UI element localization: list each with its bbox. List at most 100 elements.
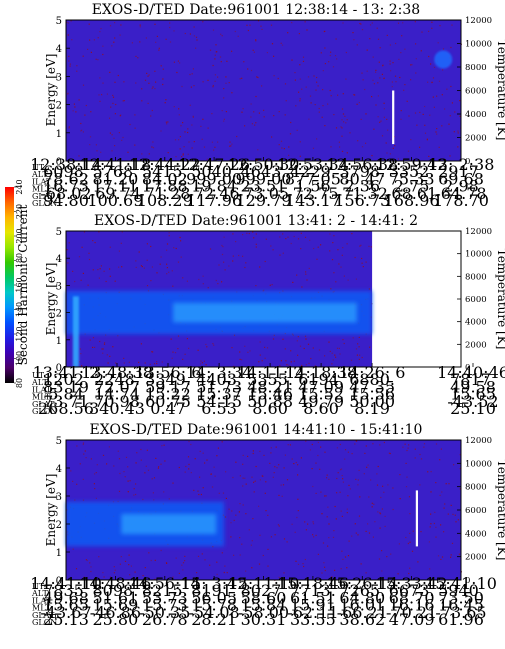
noise-dot xyxy=(313,536,315,538)
noise-dot xyxy=(82,499,85,501)
orbit-value: 877.05 xyxy=(285,169,341,188)
noise-dot xyxy=(93,39,95,41)
noise-dot xyxy=(361,262,363,264)
noise-dot xyxy=(354,94,356,96)
noise-dot xyxy=(358,346,360,348)
noise-dot xyxy=(368,496,370,498)
noise-dot xyxy=(282,338,284,340)
noise-dot xyxy=(408,496,411,498)
noise-dot xyxy=(245,513,247,515)
noise-dot xyxy=(395,42,397,45)
noise-dot xyxy=(251,123,253,125)
noise-dot xyxy=(458,553,460,555)
noise-dot xyxy=(120,114,122,116)
noise-dot xyxy=(283,467,285,469)
noise-dot xyxy=(343,342,345,345)
noise-dot xyxy=(193,26,195,28)
noise-dot xyxy=(392,487,394,489)
noise-dot xyxy=(284,454,286,456)
noise-dot xyxy=(322,70,324,72)
noise-dot xyxy=(304,558,306,561)
noise-dot xyxy=(381,508,383,510)
noise-dot xyxy=(212,86,214,88)
orbit-ut-value: 12:53:34 xyxy=(277,155,349,174)
noise-dot xyxy=(201,553,203,555)
noise-dot xyxy=(303,565,305,568)
noise-dot xyxy=(444,503,446,505)
noise-dot xyxy=(82,272,84,274)
orbit-ut-value: 12:44:22 xyxy=(129,155,201,174)
noise-dot xyxy=(378,558,381,560)
noise-dot xyxy=(381,135,384,137)
orbit-value: -72.75 xyxy=(287,184,338,203)
noise-dot xyxy=(285,100,287,102)
noise-dot xyxy=(135,462,137,464)
colorbar-tick-label: 220 xyxy=(15,204,24,219)
noise-dot xyxy=(177,261,180,263)
noise-dot xyxy=(387,484,389,486)
noise-dot xyxy=(375,69,377,71)
noise-dot xyxy=(114,37,116,39)
noise-dot xyxy=(335,38,337,40)
noise-dot xyxy=(265,510,267,512)
noise-dot xyxy=(261,85,263,87)
colorbar: 80 100 120 140 160 180 200 220 240 Second Harmon… xyxy=(5,179,30,388)
orbit-value: 15.65 xyxy=(450,385,496,404)
noise-dot xyxy=(405,462,407,464)
noise-dot xyxy=(85,104,87,107)
noise-dot xyxy=(75,111,77,113)
temperature-tick-label: 6000 xyxy=(465,295,487,305)
noise-dot xyxy=(392,62,394,64)
noise-dot xyxy=(109,25,112,27)
orbit-value: 8.60 xyxy=(303,399,339,418)
noise-dot xyxy=(118,266,120,268)
noise-dot xyxy=(85,559,87,561)
orbit-value: 15.91 xyxy=(290,596,336,615)
orbit-value: 56.05 xyxy=(191,588,237,607)
noise-dot xyxy=(190,472,192,474)
noise-dot xyxy=(286,541,288,543)
orbit-value: 30.31 xyxy=(241,610,287,629)
noise-dot xyxy=(318,107,320,110)
orbit-value: -73.65 xyxy=(435,603,486,622)
noise-dot xyxy=(261,28,263,30)
energy-tick-label: 3 xyxy=(56,492,62,503)
noise-dot xyxy=(424,132,427,134)
noise-dot xyxy=(242,477,244,479)
orbit-ut-value: 13:48:38 xyxy=(81,363,153,382)
orbit-row-label: MLT xyxy=(32,393,51,402)
noise-dot xyxy=(252,49,254,51)
noise-dot xyxy=(165,562,168,564)
noise-dot xyxy=(263,454,265,456)
noise-dot xyxy=(419,111,421,113)
noise-dot xyxy=(80,353,82,355)
orbit-value: 25.13 xyxy=(43,610,89,629)
noise-dot xyxy=(376,473,378,475)
noise-dot xyxy=(127,491,129,493)
noise-dot xyxy=(400,52,402,54)
noise-dot xyxy=(399,76,401,79)
noise-dot xyxy=(330,146,332,148)
noise-dot xyxy=(336,347,339,349)
noise-dot xyxy=(125,456,128,458)
noise-dot xyxy=(182,153,184,155)
noise-dot xyxy=(315,89,317,91)
noise-dot xyxy=(153,477,156,479)
noise-dot xyxy=(342,247,344,249)
noise-dot xyxy=(391,81,393,83)
noise-dot xyxy=(252,518,254,520)
noise-dot xyxy=(264,346,266,348)
noise-dot xyxy=(109,132,111,134)
noise-dot xyxy=(441,94,443,96)
noise-dot xyxy=(317,441,319,444)
noise-dot xyxy=(273,55,275,57)
noise-dot xyxy=(174,139,177,141)
noise-dot xyxy=(135,82,137,84)
noise-dot xyxy=(168,271,170,273)
noise-dot xyxy=(255,233,257,235)
noise-dot xyxy=(212,546,214,548)
noise-dot xyxy=(299,100,301,102)
noise-dot xyxy=(306,578,308,580)
noise-dot xyxy=(272,338,275,340)
orbit-value: 83.19 xyxy=(43,377,89,396)
